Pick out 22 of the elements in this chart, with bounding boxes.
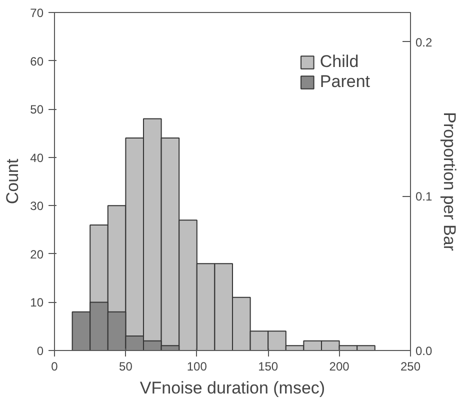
- y-tick-label: 20: [30, 247, 44, 262]
- x-tick-label: 0: [51, 360, 58, 374]
- x-axis-title: VFnoise duration (msec): [140, 378, 326, 398]
- y2-axis-title: Proportion per Bar: [440, 112, 460, 252]
- legend-label: Child: [320, 52, 359, 72]
- x-tick-label: 100: [186, 360, 208, 374]
- x-tick-label: 200: [329, 360, 350, 374]
- y2-tick-label: 0.1: [416, 190, 433, 204]
- x-tick-label: 250: [400, 360, 421, 374]
- y-tick-label: 30: [30, 199, 44, 214]
- legend-label: Parent: [320, 72, 370, 92]
- y-tick-label: 10: [30, 296, 44, 310]
- y-tick-label: 0: [36, 344, 44, 358]
- y-tick-label: 50: [30, 102, 44, 117]
- y2-tick-label: 0.0: [416, 344, 433, 358]
- y-tick-label: 70: [30, 6, 44, 20]
- x-tick-label: 150: [258, 360, 278, 374]
- y-tick-label: 40: [30, 150, 44, 165]
- x-tick-label: 50: [119, 360, 133, 374]
- y-tick-label: 60: [30, 54, 44, 68]
- y-axis-title: Count: [3, 158, 22, 204]
- y2-tick-label: 0.2: [416, 35, 433, 50]
